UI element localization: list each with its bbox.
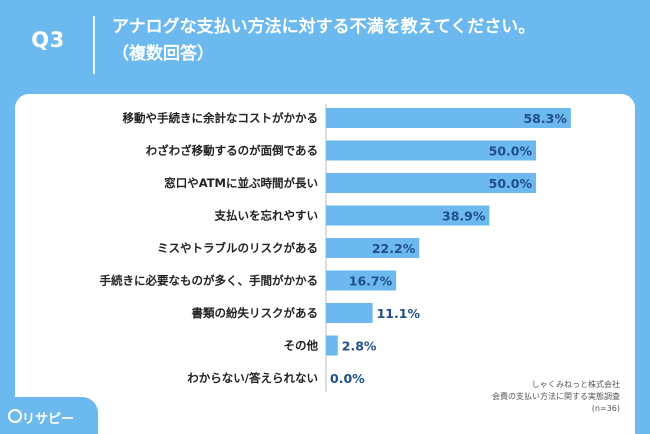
value-label: 11.1% (377, 306, 421, 321)
brand-logo: リサピー (0, 397, 98, 434)
header-divider (93, 16, 95, 74)
value-label: 2.8% (342, 339, 377, 354)
bar (326, 173, 536, 193)
category-label: 書類の紛失リスクがある (192, 306, 319, 320)
header: Q3 アナログな支払い方法に対する不満を教えてください。 （複数回答） (0, 0, 650, 90)
page-title: アナログな支払い方法に対する不満を教えてください。 （複数回答） (112, 17, 536, 64)
source-company: しゃくみねっと株式会社 (531, 380, 620, 389)
bar (326, 205, 490, 226)
bar (326, 303, 373, 323)
bar (326, 238, 420, 258)
bar (326, 270, 397, 291)
value-label: 38.9% (442, 209, 486, 224)
value-label: 50.0% (489, 176, 533, 191)
category-label: その他 (284, 339, 319, 353)
value-label: 22.2% (372, 241, 416, 256)
value-label: 50.0% (489, 144, 533, 159)
source-sample-size: (n=36) (591, 404, 620, 413)
question-number: Q3 (31, 28, 65, 52)
bar (326, 335, 338, 356)
source-note: しゃくみねっと株式会社 会費の支払い方法に関する実態調査 (n=36) (492, 379, 620, 415)
magnifier-icon (8, 409, 22, 423)
category-label: わからない/答えられない (187, 371, 318, 385)
category-label: 移動や手続きに余計なコストがかかる (123, 111, 319, 125)
category-label: 窓口やATMに並ぶ時間が長い (164, 176, 318, 190)
source-survey: 会費の支払い方法に関する実態調査 (492, 392, 620, 401)
bar (326, 108, 571, 128)
value-label: 58.3% (523, 111, 567, 126)
category-label: わざわざ移動するのが面倒である (146, 144, 318, 158)
value-label: 0.0% (330, 371, 365, 386)
value-label: 16.7% (349, 274, 393, 289)
bar (326, 140, 536, 161)
category-label: ミスやトラブルのリスクがある (157, 241, 318, 255)
brand-name: リサピー (22, 412, 75, 427)
category-label: 支払いを忘れやすい (214, 209, 319, 223)
category-label: 手続きに必要なものが多く、手間がかかる (100, 274, 319, 288)
